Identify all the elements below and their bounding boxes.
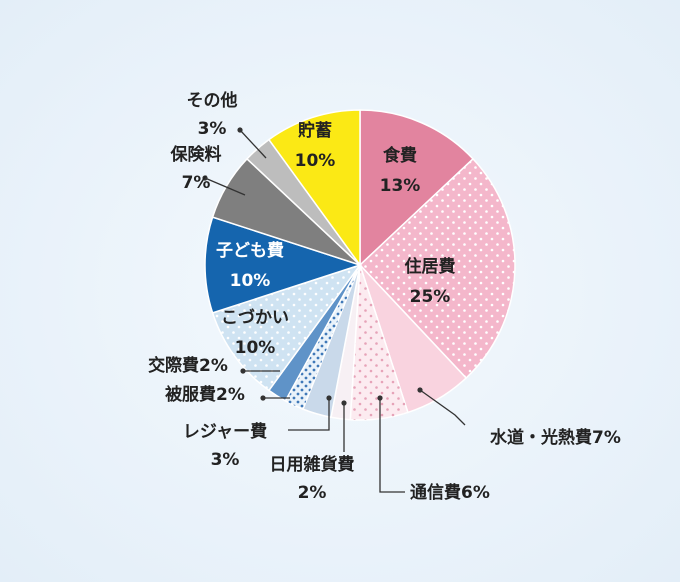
slice-value-label: 7%: [182, 173, 211, 193]
leader-line: [419, 389, 466, 426]
slice-label: 子ども費: [216, 240, 284, 261]
leader-dot: [377, 395, 383, 401]
pie-slice-pattern: [360, 158, 515, 378]
slice-label: 水道・光熱費7%: [490, 427, 621, 448]
leader-dot: [240, 368, 246, 374]
slice-label: こづかい: [221, 308, 289, 328]
slice-label: 被服費2%: [165, 384, 245, 405]
leader-dot: [260, 395, 266, 401]
slice-value-label: 2%: [298, 483, 327, 503]
leader-dot: [417, 387, 423, 393]
leader-dot: [326, 395, 332, 401]
slice-label: レジャー費: [183, 421, 267, 442]
slice-value-label: 25%: [410, 287, 451, 307]
slice-value-label: 13%: [380, 176, 421, 196]
slice-value-label: 3%: [198, 119, 227, 139]
slice-label: 住居費: [405, 256, 456, 277]
pie-slice: [204, 216, 363, 314]
pie-slice: [359, 109, 475, 267]
pie-slice-pattern: [285, 265, 360, 410]
leader-line: [288, 398, 330, 431]
slice-label: 交際費2%: [148, 355, 228, 376]
slice-label: その他: [187, 90, 238, 111]
leader-line: [239, 129, 267, 159]
slice-label: 貯蓄: [298, 120, 332, 141]
leader-line: [204, 177, 246, 196]
leader-dot: [237, 127, 243, 133]
leader-line: [379, 398, 405, 493]
slice-value-label: 10%: [230, 271, 271, 291]
slice-label: 保険料: [170, 144, 222, 165]
leader-dot: [202, 175, 208, 181]
pie-slice-pattern: [350, 265, 408, 420]
pie-slice-pattern: [212, 265, 360, 391]
slice-value-label: 10%: [295, 151, 336, 171]
slice-label: 通信費6%: [410, 482, 490, 503]
slice-value-label: 3%: [211, 450, 240, 470]
leader-dot: [341, 400, 347, 406]
slice-label: 食費: [383, 145, 417, 166]
slice-label: 日用雑貨費: [270, 454, 355, 475]
slice-value-label: 10%: [235, 338, 276, 358]
pie-slice: [267, 109, 361, 268]
